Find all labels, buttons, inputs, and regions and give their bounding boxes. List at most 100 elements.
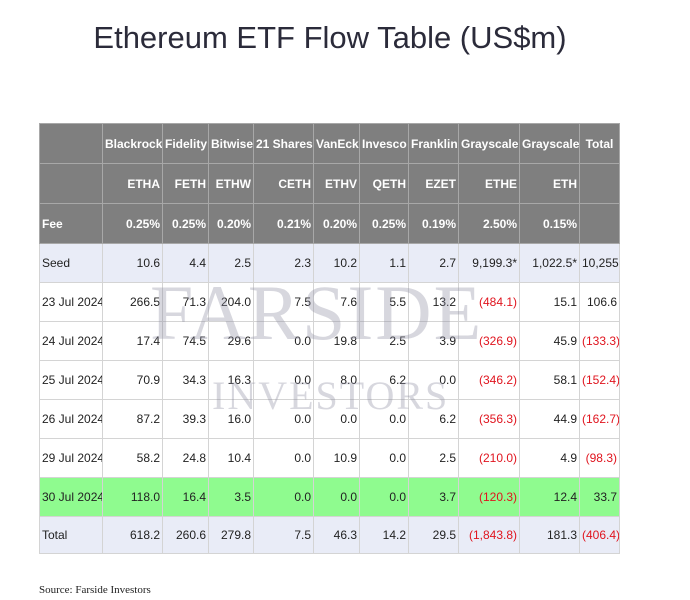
value-cell: 10.2 — [313, 243, 360, 283]
value-cell: 10,255 — [579, 243, 620, 283]
value-cell: 3.7 — [408, 477, 459, 517]
value-cell: 8.0 — [313, 360, 360, 400]
value-cell: 618.2 — [102, 516, 163, 554]
value-cell: 0.0 — [408, 360, 459, 400]
value-cell: 74.5 — [162, 321, 209, 361]
value-cell: 13.2 — [408, 282, 459, 322]
value-cell: (210.0) — [458, 438, 520, 478]
column-name: VanEck — [313, 123, 360, 164]
value-cell: 16.3 — [208, 360, 254, 400]
value-cell: 58.2 — [102, 438, 163, 478]
column-name: Fidelity — [162, 123, 209, 164]
value-cell: 17.4 — [102, 321, 163, 361]
row-label: 23 Jul 2024 — [39, 282, 103, 322]
value-cell: 7.6 — [313, 282, 360, 322]
value-cell: 15.1 — [519, 282, 580, 322]
value-cell: 44.9 — [519, 399, 580, 439]
value-cell: 0.0 — [253, 360, 314, 400]
value-cell: 7.5 — [253, 282, 314, 322]
value-cell: 58.1 — [519, 360, 580, 400]
value-cell: 10.6 — [102, 243, 163, 283]
row-label: Fee — [39, 203, 103, 244]
column-ticker: ETH — [519, 163, 580, 204]
value-cell: (120.3) — [458, 477, 520, 517]
value-cell: 106.6 — [579, 282, 620, 322]
value-cell: 0.20% — [313, 203, 360, 244]
value-cell: 10.4 — [208, 438, 254, 478]
value-cell: (346.2) — [458, 360, 520, 400]
value-cell: (1,843.8) — [458, 516, 520, 554]
value-cell: 29.6 — [208, 321, 254, 361]
column-name: Grayscale — [458, 123, 520, 164]
value-cell: (162.7) — [579, 399, 620, 439]
value-cell: 4.9 — [519, 438, 580, 478]
value-cell: (484.1) — [458, 282, 520, 322]
value-cell: 0.20% — [208, 203, 254, 244]
column-name: Bitwise — [208, 123, 254, 164]
column-name: Franklin — [408, 123, 459, 164]
value-cell: 0.21% — [253, 203, 314, 244]
value-cell: 0.0 — [359, 438, 409, 478]
table-row: 25 Jul 2024 70.9 34.3 16.3 0.0 8.0 6.2 0.0 (346.… — [39, 360, 620, 400]
table-row: 23 Jul 2024 266.5 71.3 204.0 7.5 7.6 5.5 13.2 (4… — [39, 282, 620, 322]
header-cell — [39, 123, 103, 164]
value-cell: 34.3 — [162, 360, 209, 400]
column-name: Invesco — [359, 123, 409, 164]
column-ticker — [579, 163, 620, 204]
value-cell: 279.8 — [208, 516, 254, 554]
value-cell: 0.0 — [313, 477, 360, 517]
value-cell: 3.9 — [408, 321, 459, 361]
value-cell: (133.3) — [579, 321, 620, 361]
table-row: 26 Jul 2024 87.2 39.3 16.0 0.0 0.0 0.0 6.2 (356.… — [39, 399, 620, 439]
value-cell: 0.25% — [102, 203, 163, 244]
column-name: 21 Shares — [253, 123, 314, 164]
source-note: Source: Farside Investors — [39, 584, 151, 596]
value-cell: 2.5 — [359, 321, 409, 361]
value-cell: 0.19% — [408, 203, 459, 244]
value-cell: 6.2 — [408, 399, 459, 439]
header-row: ETHA FETH ETHW CETH ETHV QETH EZET ETHE ETH — [39, 163, 620, 204]
value-cell: 19.8 — [313, 321, 360, 361]
column-ticker: FETH — [162, 163, 209, 204]
value-cell: 204.0 — [208, 282, 254, 322]
row-label: Total — [39, 516, 103, 554]
value-cell: 0.25% — [162, 203, 209, 244]
value-cell: 2.5 — [408, 438, 459, 478]
value-cell: 0.0 — [359, 399, 409, 439]
value-cell: 0.0 — [253, 321, 314, 361]
value-cell: 181.3 — [519, 516, 580, 554]
column-ticker: ETHV — [313, 163, 360, 204]
row-label: 26 Jul 2024 — [39, 399, 103, 439]
column-ticker: CETH — [253, 163, 314, 204]
value-cell: 2.5 — [208, 243, 254, 283]
header-cell — [39, 163, 103, 204]
column-ticker: ETHE — [458, 163, 520, 204]
header-row: Blackrock Fidelity Bitwise 21 Shares VanEck I… — [39, 123, 620, 164]
row-label: 30 Jul 2024 — [39, 477, 103, 517]
value-cell: (326.9) — [458, 321, 520, 361]
row-label: 29 Jul 2024 — [39, 438, 103, 478]
value-cell: 4.4 — [162, 243, 209, 283]
value-cell: 118.0 — [102, 477, 163, 517]
title: Ethereum ETF Flow Table (US$m) — [93, 20, 567, 55]
value-cell: 3.5 — [208, 477, 254, 517]
column-ticker: EZET — [408, 163, 459, 204]
value-cell: 260.6 — [162, 516, 209, 554]
value-cell: (152.4) — [579, 360, 620, 400]
column-name: Total — [579, 123, 620, 164]
column-name: Grayscale — [519, 123, 580, 164]
value-cell: (356.3) — [458, 399, 520, 439]
value-cell — [579, 203, 620, 244]
table-row: Seed 10.6 4.4 2.5 2.3 10.2 1.1 2.7 9,199.3* 1,022… — [39, 243, 620, 283]
value-cell: 2.3 — [253, 243, 314, 283]
value-cell: 9,199.3* — [458, 243, 520, 283]
value-cell: 0.0 — [253, 477, 314, 517]
value-cell: 24.8 — [162, 438, 209, 478]
table-row: Total 618.2 260.6 279.8 7.5 46.3 14.2 29.5 (1,84… — [39, 516, 620, 554]
value-cell: 0.0 — [253, 438, 314, 478]
value-cell: 45.9 — [519, 321, 580, 361]
value-cell: (98.3) — [579, 438, 620, 478]
row-label: 25 Jul 2024 — [39, 360, 103, 400]
value-cell: 33.7 — [579, 477, 620, 517]
